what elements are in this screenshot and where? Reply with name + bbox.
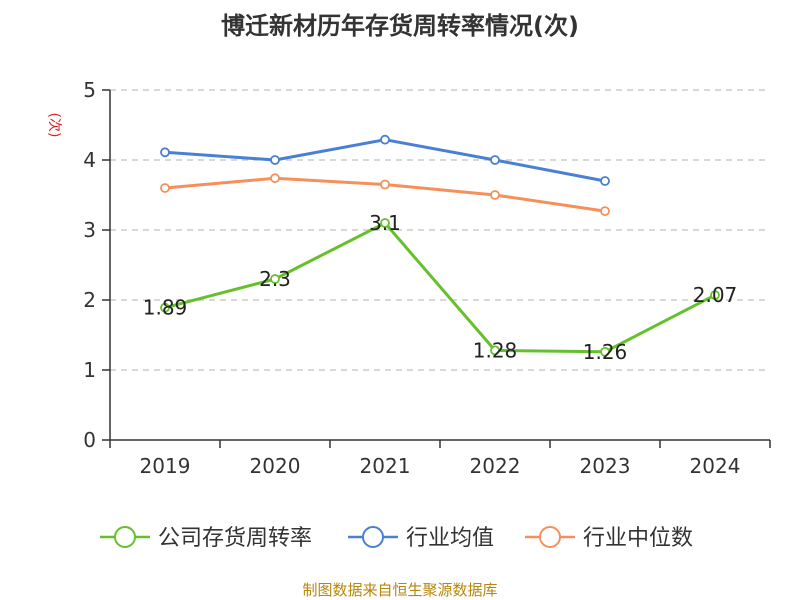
y-tick-label: 0: [83, 428, 96, 452]
data-point[interactable]: [710, 290, 720, 301]
data-point[interactable]: [490, 345, 500, 356]
data-label: 1.89: [143, 296, 188, 320]
y-tick-label: 2: [83, 288, 96, 312]
data-label: 2.07: [693, 283, 738, 307]
data-point[interactable]: [270, 155, 280, 165]
data-point[interactable]: [600, 206, 610, 217]
y-tick-label: 3: [83, 218, 96, 242]
series-2: [160, 173, 610, 217]
chart-title: 博迁新材历年存货周转率情况(次): [221, 12, 579, 40]
data-point[interactable]: [490, 190, 500, 200]
y-tick-label: 1: [83, 358, 96, 382]
legend-marker: [114, 526, 136, 548]
x-tick-label: 2022: [470, 454, 521, 478]
data-labels: 1.89 2.3 3.1 1.28 1.26 2.07: [143, 211, 738, 364]
legend-marker: [362, 526, 384, 548]
legend-label: 行业中位数: [583, 526, 693, 551]
axes: 0 1 2 3 4 5 2019 2020 2021 2022 2023 2024: [83, 78, 771, 478]
grid-lines: [110, 89, 770, 371]
data-point[interactable]: [160, 302, 170, 313]
series-line: [164, 221, 716, 354]
data-point[interactable]: [490, 155, 500, 165]
data-label: 1.28: [473, 338, 518, 362]
legend-label: 行业均值: [406, 526, 494, 551]
data-point[interactable]: [160, 147, 170, 158]
source-note: 制图数据来自恒生聚源数据库: [302, 581, 497, 599]
legend-item-0[interactable]: 公司存货周转率: [100, 526, 312, 551]
x-tick-label: 2019: [140, 454, 191, 478]
y-tick-label: 4: [83, 148, 96, 172]
data-label: 3.1: [369, 211, 401, 235]
data-point[interactable]: [160, 183, 170, 193]
x-tick-label: 2020: [250, 454, 301, 478]
y-tick-label: 5: [83, 78, 96, 102]
x-tick-label: 2021: [360, 454, 411, 478]
data-point[interactable]: [600, 176, 610, 186]
legend-label: 公司存货周转率: [158, 526, 312, 551]
data-point[interactable]: [270, 173, 280, 184]
y-axis-label: (次): [46, 113, 62, 138]
data-point[interactable]: [380, 179, 390, 190]
data-point[interactable]: [380, 218, 390, 228]
series-0: [160, 218, 720, 357]
data-point[interactable]: [270, 274, 280, 284]
series-1: [160, 134, 610, 186]
legend[interactable]: 公司存货周转率 行业均值 行业中位数: [100, 526, 693, 551]
data-label: 2.3: [259, 267, 291, 291]
series: [160, 134, 720, 357]
legend-item-2[interactable]: 行业中位数: [525, 526, 693, 551]
data-label: 1.26: [583, 340, 628, 364]
legend-item-1[interactable]: 行业均值: [348, 526, 494, 551]
legend-marker: [539, 526, 561, 548]
x-tick-label: 2024: [690, 454, 741, 478]
data-point[interactable]: [380, 134, 390, 145]
x-tick-label: 2023: [580, 454, 631, 478]
data-point[interactable]: [600, 346, 610, 357]
